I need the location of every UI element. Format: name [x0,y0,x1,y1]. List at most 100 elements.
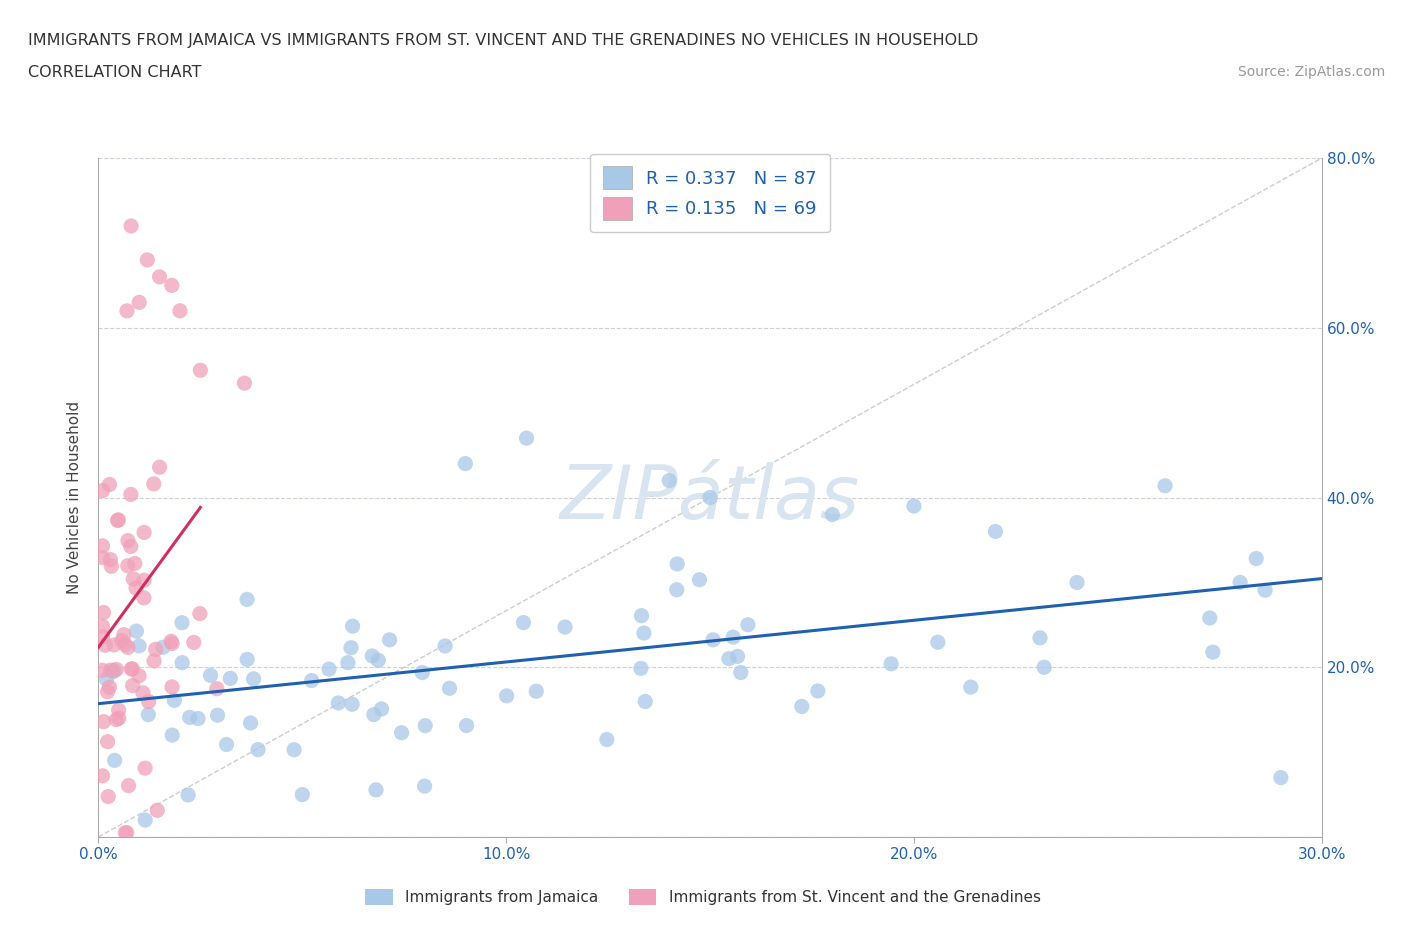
Point [188,363,212,378]
Point [630,608,652,623]
Point [247,742,270,757]
Point [111,633,134,648]
Point [1254,583,1277,598]
Point [634,694,657,709]
Point [104,753,127,768]
Point [188,606,211,621]
Text: CORRELATION CHART: CORRELATION CHART [28,65,201,80]
Point [96,671,118,686]
Point [143,654,166,669]
Point [122,571,145,586]
Point [512,615,534,630]
Point [370,701,392,716]
Point [454,457,477,472]
Point [903,498,925,513]
Point [100,559,122,574]
Point [103,663,125,678]
Point [236,591,259,606]
Point [411,665,433,680]
Point [136,252,159,268]
Point [215,737,238,752]
Point [516,431,538,445]
Point [361,648,384,663]
Point [219,671,242,685]
Point [434,639,457,654]
Point [160,278,183,293]
Point [291,787,314,802]
Point [100,663,122,678]
Point [1198,611,1220,626]
Point [1154,478,1177,493]
Point [105,662,128,677]
Point [134,573,156,588]
Point [301,673,323,688]
Point [413,718,436,733]
Point [239,715,262,730]
Point [91,618,114,633]
Point [107,513,129,528]
Point [101,664,124,679]
Point [142,476,165,491]
Point [114,637,136,652]
Point [160,636,183,651]
Point [91,538,114,553]
Point [1033,659,1056,674]
Point [378,632,401,647]
Point [98,477,121,492]
Point [121,678,143,693]
Point [207,708,229,723]
Point [91,484,114,498]
Point [93,605,115,620]
Point [146,803,169,817]
Point [1270,770,1292,785]
Point [984,525,1007,539]
Point [91,663,114,678]
Point [107,512,129,527]
Point [149,270,172,285]
Point [880,657,903,671]
Point [93,714,115,729]
Point [134,761,156,776]
Point [125,580,148,595]
Point [1244,551,1267,566]
Point [108,711,131,725]
Text: ZIPátlas: ZIPátlas [560,461,860,534]
Point [120,661,142,676]
Point [132,525,155,540]
Point [152,640,174,655]
Point [121,661,143,676]
Point [160,634,183,649]
Point [1029,631,1052,645]
Point [117,533,139,548]
Point [391,725,413,740]
Point [125,624,148,639]
Point [114,825,136,840]
Point [149,459,172,474]
Point [737,618,759,632]
Point [117,640,139,655]
Point [128,639,150,654]
Point [170,616,193,631]
Point [94,638,117,653]
Legend: R = 0.337   N = 87, R = 0.135   N = 69: R = 0.337 N = 87, R = 0.135 N = 69 [591,153,830,232]
Text: Source: ZipAtlas.com: Source: ZipAtlas.com [1237,65,1385,79]
Point [821,507,844,522]
Point [160,727,183,742]
Point [807,684,830,698]
Point [91,630,114,644]
Point [927,635,949,650]
Point [117,558,139,573]
Point [413,778,436,793]
Point [172,656,194,671]
Point [730,665,752,680]
Point [132,685,155,700]
Point [283,742,305,757]
Point [105,712,128,727]
Point [187,711,209,726]
Point [115,303,138,318]
Point [688,572,710,587]
Point [666,556,689,571]
Point [328,696,350,711]
Point [200,668,222,683]
Point [120,219,142,233]
